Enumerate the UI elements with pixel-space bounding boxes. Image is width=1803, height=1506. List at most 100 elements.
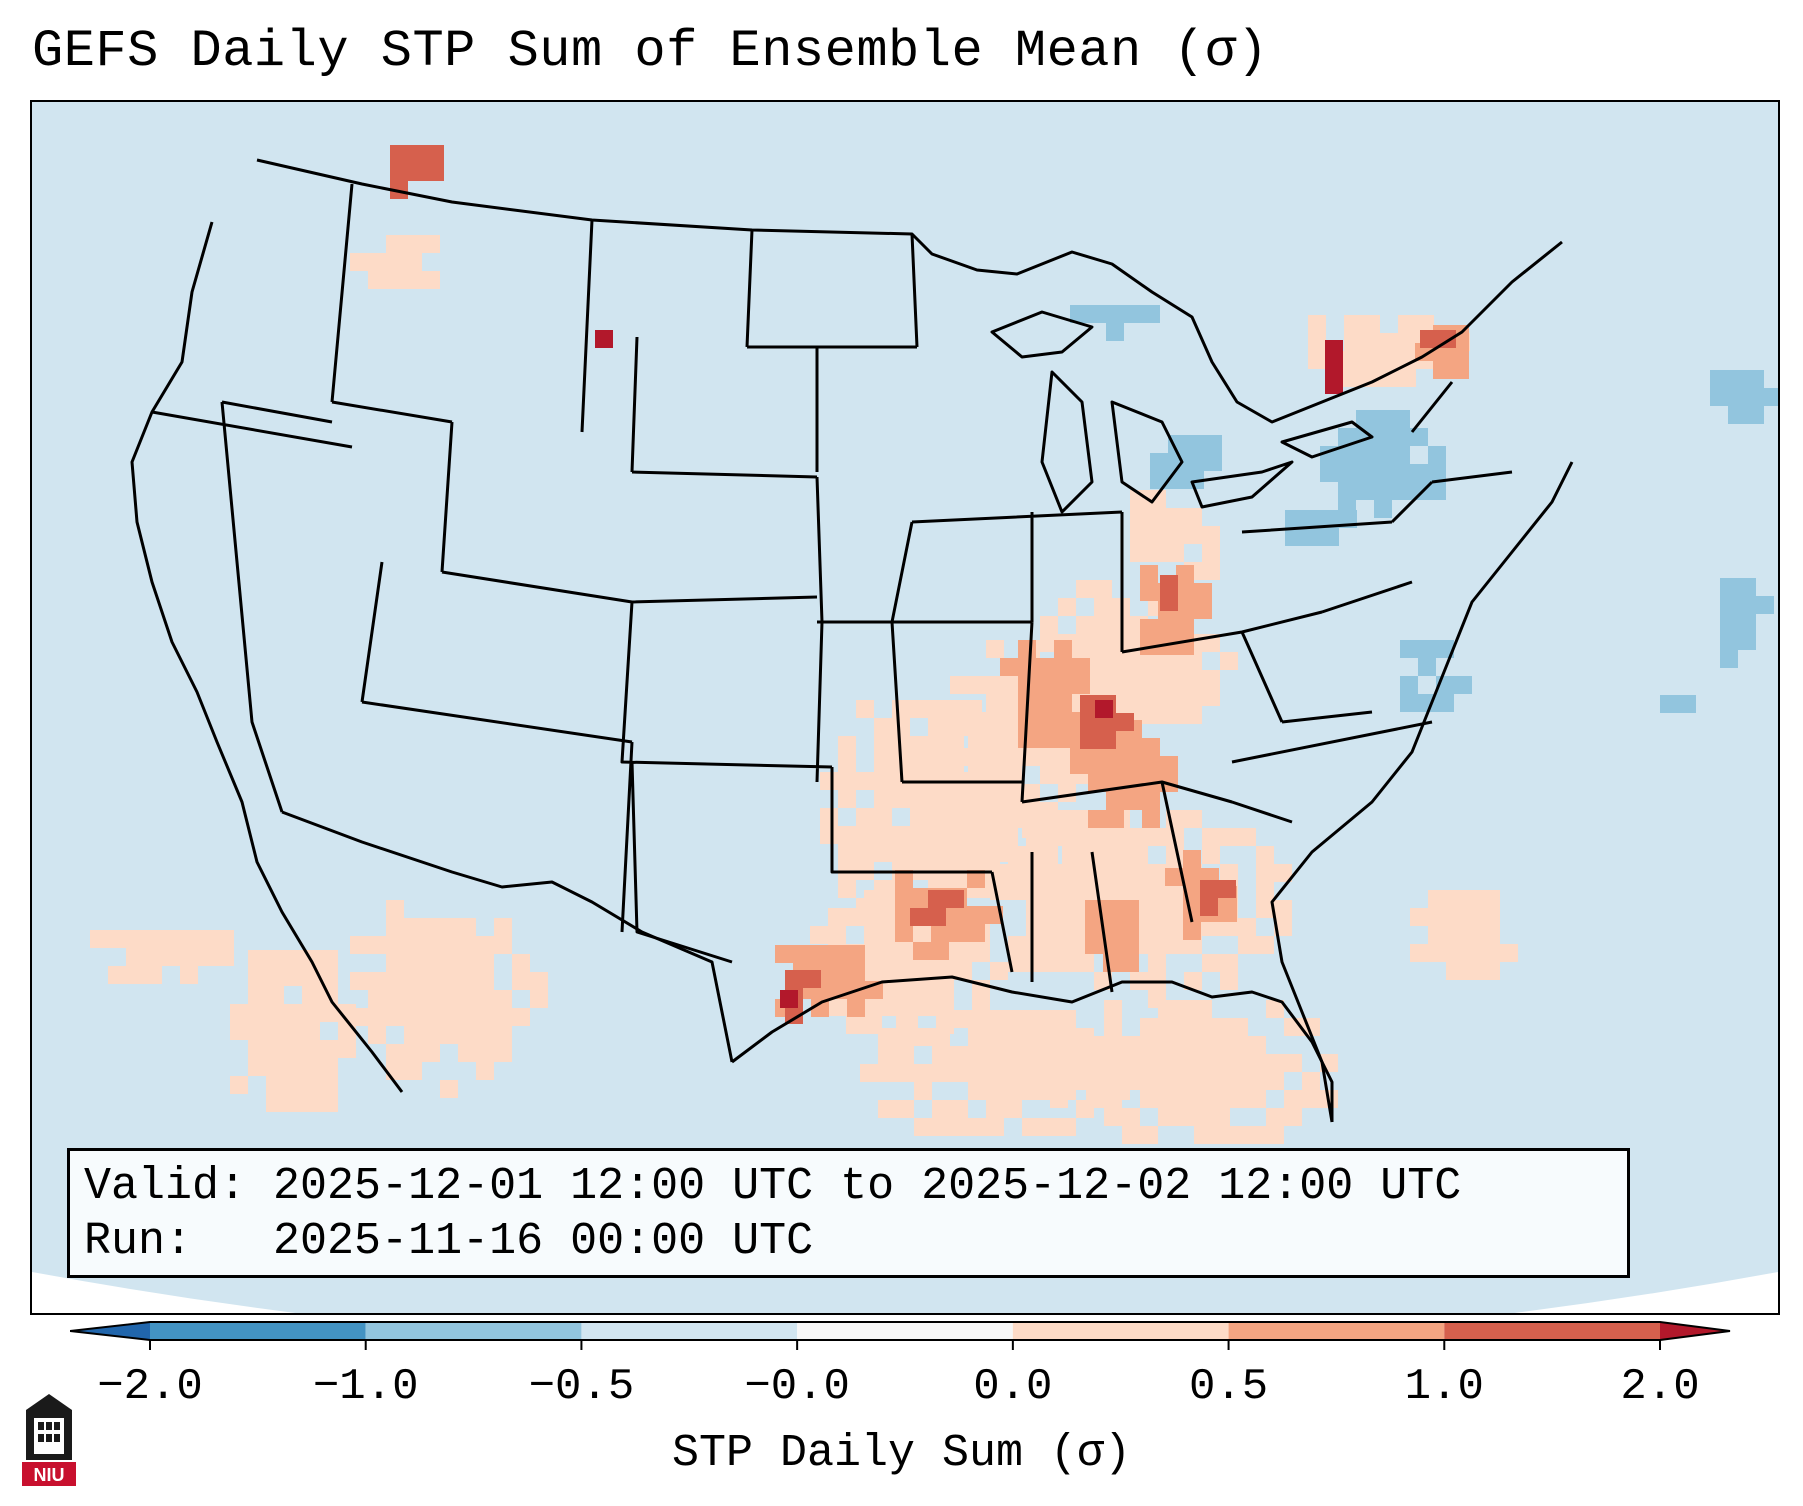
anomaly-cell: [838, 844, 856, 862]
anomaly-cell: [1303, 528, 1321, 546]
anomaly-cell: [874, 790, 892, 808]
anomaly-cell: [1148, 706, 1166, 724]
anomaly-cell: [1040, 1082, 1058, 1100]
anomaly-cell: [368, 936, 386, 954]
anomaly-cell: [914, 1064, 932, 1082]
anomaly-cell: [458, 1026, 476, 1044]
anomaly-cell: [1325, 358, 1343, 376]
anomaly-cell: [928, 754, 946, 772]
anomaly-cell: [910, 700, 928, 718]
anomaly-cell: [1678, 695, 1696, 713]
anomaly-cell: [1202, 688, 1220, 706]
anomaly-cell: [1392, 482, 1410, 500]
anomaly-cell: [1130, 490, 1148, 508]
anomaly-cell: [1148, 828, 1166, 846]
anomaly-cell: [1482, 926, 1500, 944]
anomaly-cell: [946, 790, 964, 808]
valid-run-info-box: Valid: 2025-12-01 12:00 UTC to 2025-12-0…: [67, 1148, 1630, 1278]
anomaly-cell: [1160, 593, 1178, 611]
anomaly-cell: [1076, 634, 1094, 652]
anomaly-cell: [1356, 446, 1374, 464]
anomaly-cell: [1220, 652, 1238, 670]
anomaly-cell: [968, 730, 986, 748]
anomaly-cell: [1446, 926, 1464, 944]
anomaly-cell: [1148, 688, 1166, 706]
anomaly-cell: [1194, 1036, 1212, 1054]
anomaly-cell: [1166, 670, 1184, 688]
anomaly-cell: [1321, 510, 1339, 528]
anomaly-cell: [1130, 526, 1148, 544]
anomaly-cell: [1004, 748, 1022, 766]
anomaly-cell: [1054, 730, 1072, 748]
anomaly-cell: [1062, 864, 1080, 882]
anomaly-cell: [1004, 1082, 1022, 1100]
anomaly-cell: [1044, 864, 1062, 882]
anomaly-cell: [1248, 1090, 1266, 1108]
anomaly-cell: [838, 826, 856, 844]
colorbar-bin: [70, 1322, 150, 1340]
colorbar-tick-label: 1.0: [1405, 1362, 1484, 1412]
anomaly-cell: [1176, 1108, 1194, 1126]
anomaly-cell: [820, 808, 838, 826]
anomaly-cell: [1738, 596, 1756, 614]
anomaly-cell: [320, 1076, 338, 1094]
colorbar-bin: [365, 1322, 582, 1340]
anomaly-cell: [847, 963, 865, 981]
anomaly-cell: [404, 235, 422, 253]
anomaly-cell: [458, 1044, 476, 1062]
anomaly-cell: [1266, 1000, 1284, 1018]
anomaly-cell: [1183, 868, 1201, 886]
anomaly-cell: [1022, 1064, 1040, 1082]
anomaly-cell: [1212, 1054, 1230, 1072]
colorbar-bins: [70, 1321, 1731, 1341]
anomaly-cell: [1202, 846, 1220, 864]
anomaly-cell: [476, 972, 494, 990]
map-canvas: [32, 102, 1778, 1313]
anomaly-cell: [1121, 936, 1139, 954]
anomaly-cell: [1400, 640, 1418, 658]
anomaly-cell: [1008, 846, 1026, 864]
anomaly-cell: [1022, 748, 1040, 766]
anomaly-cell: [1186, 471, 1204, 489]
anomaly-cell: [320, 1004, 338, 1022]
anomaly-cell: [1168, 471, 1186, 489]
anomaly-cell: [1122, 1126, 1140, 1144]
anomaly-cell: [1400, 676, 1418, 694]
anomaly-cell: [1130, 544, 1148, 562]
pacific-coast: [130, 221, 404, 1093]
anomaly-cell: [986, 1100, 1004, 1118]
valid-label: Valid:: [84, 1161, 247, 1212]
anomaly-cell: [386, 990, 404, 1008]
anomaly-cell: [1464, 890, 1482, 908]
anomaly-cell: [986, 748, 1004, 766]
anomaly-cell: [1308, 351, 1326, 369]
anomaly-cell: [1410, 428, 1428, 446]
anomaly-cell: [1204, 453, 1222, 471]
anomaly-cell: [1130, 670, 1148, 688]
anomaly-cell: [368, 990, 386, 1008]
anomaly-cell: [284, 1094, 302, 1112]
anomaly-cell: [928, 844, 946, 862]
anomaly-cell: [846, 908, 864, 926]
anomaly-cell: [1248, 1072, 1266, 1090]
anomaly-cell: [1026, 810, 1044, 828]
anomaly-cell: [1212, 1018, 1230, 1036]
anomaly-cell: [266, 1040, 284, 1058]
anomaly-cell: [302, 1076, 320, 1094]
anomaly-cell: [350, 972, 368, 990]
anomaly-cell: [1220, 918, 1238, 936]
anomaly-cell: [1062, 882, 1080, 900]
anomaly-cell: [986, 766, 1004, 784]
anomaly-cell: [1026, 936, 1044, 954]
anomaly-cell: [878, 1100, 896, 1118]
anomaly-cell: [1040, 1064, 1058, 1082]
colorbar-tick-label: 2.0: [1620, 1362, 1699, 1412]
anomaly-cell: [1738, 614, 1756, 632]
anomaly-cell: [320, 1058, 338, 1076]
anomaly-cell: [1140, 619, 1158, 637]
anomaly-cell: [878, 1028, 896, 1046]
colorbar-tick-label: −0.0: [744, 1362, 850, 1412]
anomaly-cell: [1308, 333, 1326, 351]
anomaly-cell: [1044, 954, 1062, 972]
anomaly-cell: [404, 253, 422, 271]
